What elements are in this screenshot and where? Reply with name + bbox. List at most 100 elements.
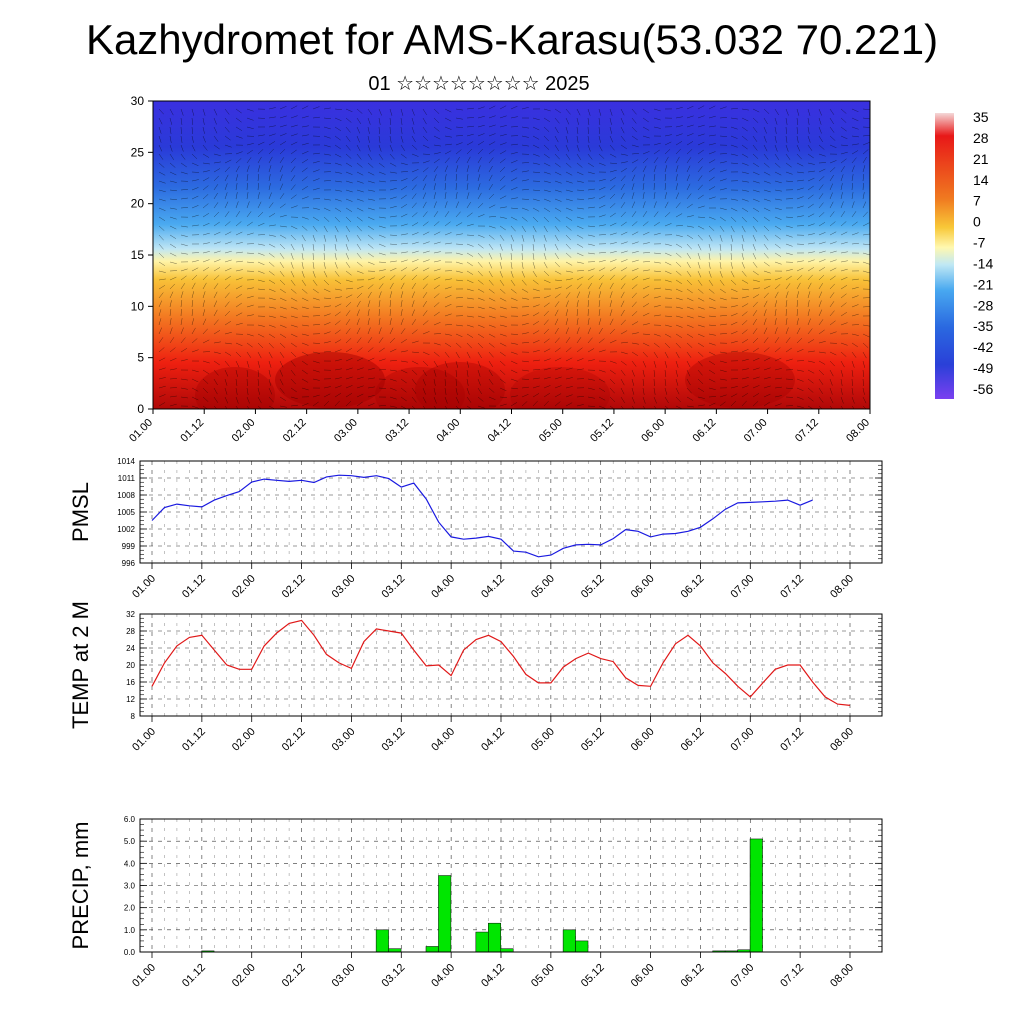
colorbar-label: 21 xyxy=(973,151,989,167)
heatmap-y-tick: 0 xyxy=(137,402,144,416)
temp-x-tick: 06.00 xyxy=(629,726,657,754)
precip-bar xyxy=(575,940,589,953)
precip-y-tick: 2.0 xyxy=(124,904,136,913)
temperature-heatmap: 0 5 10 15 20 25 30 01.00 01.12 02.00 02.12 03.00 03.… xyxy=(127,94,872,445)
pmsl-x-tick: 02.12 xyxy=(280,573,308,601)
colorbar-label: -56 xyxy=(973,381,993,397)
heatmap-x-tick: 03.12 xyxy=(383,417,411,445)
pmsl-frame xyxy=(139,460,883,564)
colorbar-scale xyxy=(935,113,954,399)
heatmap-x-tick: 06.12 xyxy=(691,417,719,445)
precip-x-tick: 05.12 xyxy=(579,962,607,990)
temp-series-line xyxy=(151,619,851,706)
pmsl-x-tick: 06.12 xyxy=(679,573,707,601)
pmsl-y-tick: 996 xyxy=(122,559,136,568)
pmsl-y-tick: 999 xyxy=(122,542,136,551)
colorbar-label: 0 xyxy=(973,214,981,230)
precip-bar xyxy=(475,931,489,953)
heatmap-x-tick: 06.00 xyxy=(639,417,667,445)
heatmap-y-tick: 30 xyxy=(131,94,145,108)
temp-y-tick: 12 xyxy=(126,695,135,704)
chart-title: Kazhydromet for AMS-Karasu(53.032 70.221… xyxy=(85,16,939,63)
temp-x-tick: 01.12 xyxy=(180,726,208,754)
temp-x-tick: 08.00 xyxy=(828,726,856,754)
precip-bar xyxy=(375,929,389,953)
precip-x-tick: 03.12 xyxy=(379,962,407,990)
temp-panel: 01.00 01.12 02.00 02.12 03.00 03.12 04.00 04.12… xyxy=(68,601,883,754)
heatmap-x-tick: 02.12 xyxy=(281,417,309,445)
heatmap-x-tick: 01.00 xyxy=(127,417,155,445)
precip-y-tick: 1.0 xyxy=(124,926,136,935)
chart-subtitle: 01 ☆☆☆☆☆☆☆☆ 2025 xyxy=(368,73,590,95)
precip-x-tick: 07.00 xyxy=(728,962,756,990)
temp-x-tick: 07.12 xyxy=(778,726,806,754)
pmsl-y-tick: 1014 xyxy=(117,457,135,466)
pmsl-y-label: PMSL xyxy=(68,482,93,542)
precip-x-tick: 06.12 xyxy=(679,962,707,990)
temp-y-tick: 8 xyxy=(131,712,136,721)
temp-x-tick: 06.12 xyxy=(679,726,707,754)
precip-x-tick: 02.00 xyxy=(230,962,258,990)
heatmap-field xyxy=(153,101,870,409)
pmsl-y-tick: 1008 xyxy=(117,491,135,500)
temp-y-tick: 24 xyxy=(126,644,135,653)
precip-y-tick: 4.0 xyxy=(124,859,136,868)
pmsl-x-tick: 08.00 xyxy=(828,573,856,601)
temp-x-tick: 03.12 xyxy=(379,726,407,754)
temp-y-label: TEMP at 2 M xyxy=(68,601,93,729)
heatmap-warm-cell xyxy=(275,352,385,408)
pmsl-x-tick: 01.12 xyxy=(180,573,208,601)
colorbar-label: -21 xyxy=(973,276,993,292)
heatmap-y-tick: 10 xyxy=(131,299,145,313)
heatmap-x-tick: 07.00 xyxy=(742,417,770,445)
heatmap-warm-cell xyxy=(375,367,465,409)
pmsl-x-tick: 04.00 xyxy=(429,573,457,601)
pmsl-x-tick: 01.00 xyxy=(130,573,158,601)
pmsl-y-tick: 1005 xyxy=(117,508,135,517)
precip-bar xyxy=(438,875,452,953)
heatmap-x-tick: 07.12 xyxy=(793,417,821,445)
pmsl-y-tick: 1011 xyxy=(118,474,136,483)
pmsl-x-tick: 05.12 xyxy=(579,573,607,601)
precip-y-tick: 6.0 xyxy=(124,815,136,824)
heatmap-y-tick: 5 xyxy=(137,351,144,365)
precip-x-tick: 05.00 xyxy=(529,962,557,990)
heatmap-y-tick: 25 xyxy=(131,145,145,159)
temp-x-tick: 02.12 xyxy=(280,726,308,754)
colorbar-label: -28 xyxy=(973,297,993,313)
heatmap-x-tick: 04.12 xyxy=(486,417,514,445)
heatmap-x-tick: 05.12 xyxy=(588,417,616,445)
pmsl-x-tick: 03.12 xyxy=(379,573,407,601)
colorbar-label: 35 xyxy=(973,109,989,125)
temp-x-tick: 03.00 xyxy=(330,726,358,754)
heatmap-x-tick: 01.12 xyxy=(178,417,206,445)
colorbar-label: 28 xyxy=(973,130,989,146)
precip-y-label: PRECIP, mm xyxy=(68,822,93,950)
colorbar: 35 28 21 14 7 0 -7 -14 -21 -28 -35 -42 -49 -56 xyxy=(935,109,993,399)
colorbar-label: 14 xyxy=(973,172,989,188)
heatmap-x-tick: 05.00 xyxy=(537,417,565,445)
temp-x-tick: 02.00 xyxy=(230,726,258,754)
temp-x-tick: 05.00 xyxy=(529,726,557,754)
pmsl-x-tick: 06.00 xyxy=(629,573,657,601)
temp-y-tick: 16 xyxy=(126,678,135,687)
precip-panel: 01.00 01.12 02.00 02.12 03.00 03.12 04.00 04.12… xyxy=(68,815,883,990)
heatmap-y-tick: 20 xyxy=(131,197,145,211)
temp-x-tick: 07.00 xyxy=(728,726,756,754)
heatmap-x-tick: 08.00 xyxy=(844,417,872,445)
precip-bar xyxy=(425,946,439,953)
precip-x-tick: 01.00 xyxy=(130,962,158,990)
precip-x-tick: 04.00 xyxy=(429,962,457,990)
wind-barbs xyxy=(158,105,870,409)
heatmap-warm-cell xyxy=(195,367,275,409)
heatmap-warm-cell xyxy=(685,352,795,408)
precip-frame xyxy=(139,818,883,953)
pmsl-x-tick: 04.12 xyxy=(479,573,507,601)
precip-x-tick: 01.12 xyxy=(180,962,208,990)
precip-y-tick: 0.0 xyxy=(124,948,136,957)
pmsl-panel: 01.00 01.12 02.00 02.12 03.00 03.12 04.00 04.12… xyxy=(68,457,883,601)
pmsl-y-tick: 1002 xyxy=(117,525,135,534)
temp-y-tick: 28 xyxy=(126,627,135,636)
pmsl-x-tick: 02.00 xyxy=(230,573,258,601)
